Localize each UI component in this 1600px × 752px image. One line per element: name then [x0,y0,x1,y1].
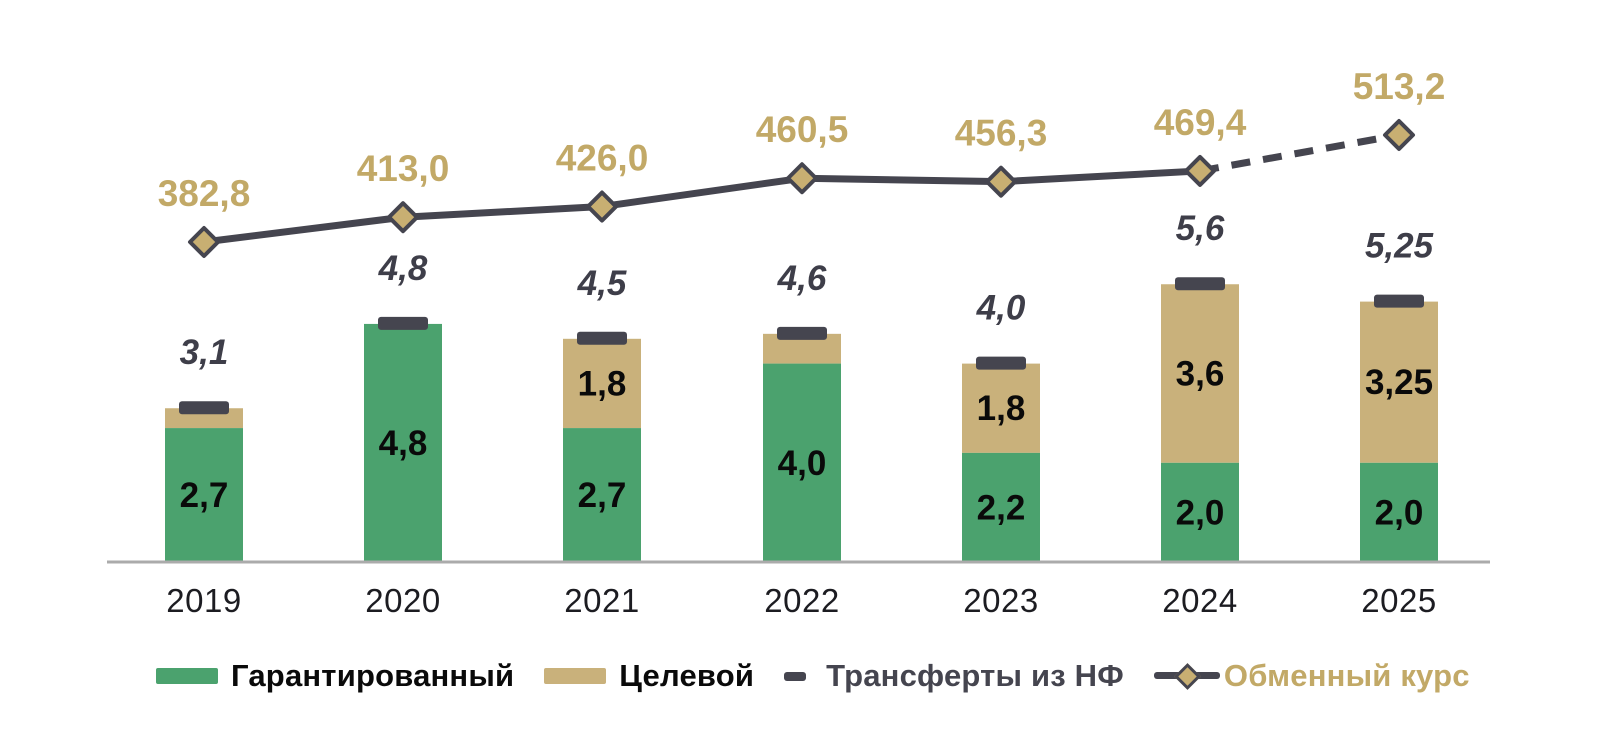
x-axis-label-2023: 2023 [963,582,1038,619]
exchange-rate-marker-2025[interactable] [1383,118,1415,151]
bar-segment-guaranteed-2020[interactable] [364,323,442,562]
transfers-tick-2023[interactable] [976,356,1026,370]
x-axis-label-2024: 2024 [1162,582,1237,619]
bar-segment-target-2023[interactable] [962,363,1040,453]
exchange-rate-label-2022: 460,5 [756,109,849,150]
target-value-label-2023: 1,8 [977,389,1026,428]
exchange-rate-line-dashed [1199,131,1400,175]
guaranteed-swatch-icon [156,668,218,684]
legend-label-transfers: Трансферты из НФ [826,658,1124,693]
bar-segment-target-2025[interactable] [1360,301,1438,463]
x-axis-label-2020: 2020 [365,582,440,619]
bar-segment-guaranteed-2019[interactable] [165,428,243,562]
exchange-rate-marker-2021[interactable] [586,190,618,223]
target-value-label-2021: 1,8 [578,364,627,403]
total-label-2019: 3,1 [180,333,229,372]
exchange-rate-marker-2020[interactable] [387,201,419,234]
legend-label-exchange-rate: Обменный курс [1223,658,1470,693]
exchange-rate-label-2019: 382,8 [158,173,251,214]
exchange-rate-line-solid [203,167,1201,246]
legend-label-guaranteed: Гарантированный [231,658,515,693]
guaranteed-value-label-2024: 2,0 [1176,493,1225,532]
exchange-rate-label-2025: 513,2 [1353,66,1446,107]
legend-item-target[interactable]: Целевой [544,658,754,694]
transfers-tick-2019[interactable] [179,401,229,415]
exchange-rate-marker-2022[interactable] [786,162,818,195]
total-label-2022: 4,6 [777,259,827,298]
transfers-tick-2025[interactable] [1374,294,1424,308]
guaranteed-value-label-2025: 2,0 [1375,493,1424,532]
exchange-rate-marker-2019[interactable] [188,226,220,258]
x-axis-label-2022: 2022 [764,582,839,619]
exchange-rate-marker-2023[interactable] [985,165,1017,198]
total-label-2021: 4,5 [577,264,627,303]
target-value-label-2025: 3,25 [1365,363,1433,402]
total-label-2020: 4,8 [378,249,428,288]
transfers-tick-2022[interactable] [777,326,827,340]
target-value-label-2024: 3,6 [1176,355,1225,394]
guaranteed-value-label-2020: 4,8 [379,424,428,463]
guaranteed-value-label-2022: 4,0 [778,444,827,483]
x-axis-label-2019: 2019 [166,582,241,619]
exchange-rate-label-2020: 413,0 [357,148,450,189]
chart-legend: Гарантированный Целевой Трансферты из НФ… [156,658,1470,694]
total-label-2025: 5,25 [1365,227,1434,266]
x-axis-label-2025: 2025 [1361,582,1436,619]
bar-segment-target-2024[interactable] [1161,284,1239,463]
bar-segment-guaranteed-2023[interactable] [962,452,1040,562]
target-swatch-icon [544,668,607,684]
exchange-rate-label-2021: 426,0 [556,138,649,179]
exchange-line-diamond-icon [1153,663,1220,690]
total-label-2024: 5,6 [1176,209,1225,248]
bar-segment-guaranteed-2025[interactable] [1360,462,1438,562]
guaranteed-value-label-2023: 2,2 [977,488,1026,527]
x-axis-label-2021: 2021 [564,582,639,619]
guaranteed-value-label-2021: 2,7 [578,476,627,515]
bar-segment-guaranteed-2022[interactable] [763,363,841,562]
bar-segment-guaranteed-2024[interactable] [1161,462,1239,562]
legend-label-target: Целевой [619,658,755,693]
bar-segment-target-2021[interactable] [563,338,641,429]
transfers-tick-2024[interactable] [1175,277,1225,291]
bar-segment-guaranteed-2021[interactable] [563,428,641,562]
exchange-rate-marker-2024[interactable] [1184,154,1216,187]
guaranteed-value-label-2019: 2,7 [180,476,229,515]
exchange-rate-label-2024: 469,4 [1154,102,1247,143]
legend-item-transfers[interactable]: Трансферты из НФ [784,658,1124,694]
transfers-tick-2021[interactable] [577,331,627,345]
legend-item-exchange-rate[interactable]: Обменный курс [1153,658,1470,694]
exchange-rate-label-2023: 456,3 [955,113,1048,154]
transfers-tick-2020[interactable] [378,316,428,330]
total-label-2023: 4,0 [976,289,1026,328]
transfers-dash-icon [784,671,807,681]
legend-item-guaranteed[interactable]: Гарантированный [156,658,514,694]
